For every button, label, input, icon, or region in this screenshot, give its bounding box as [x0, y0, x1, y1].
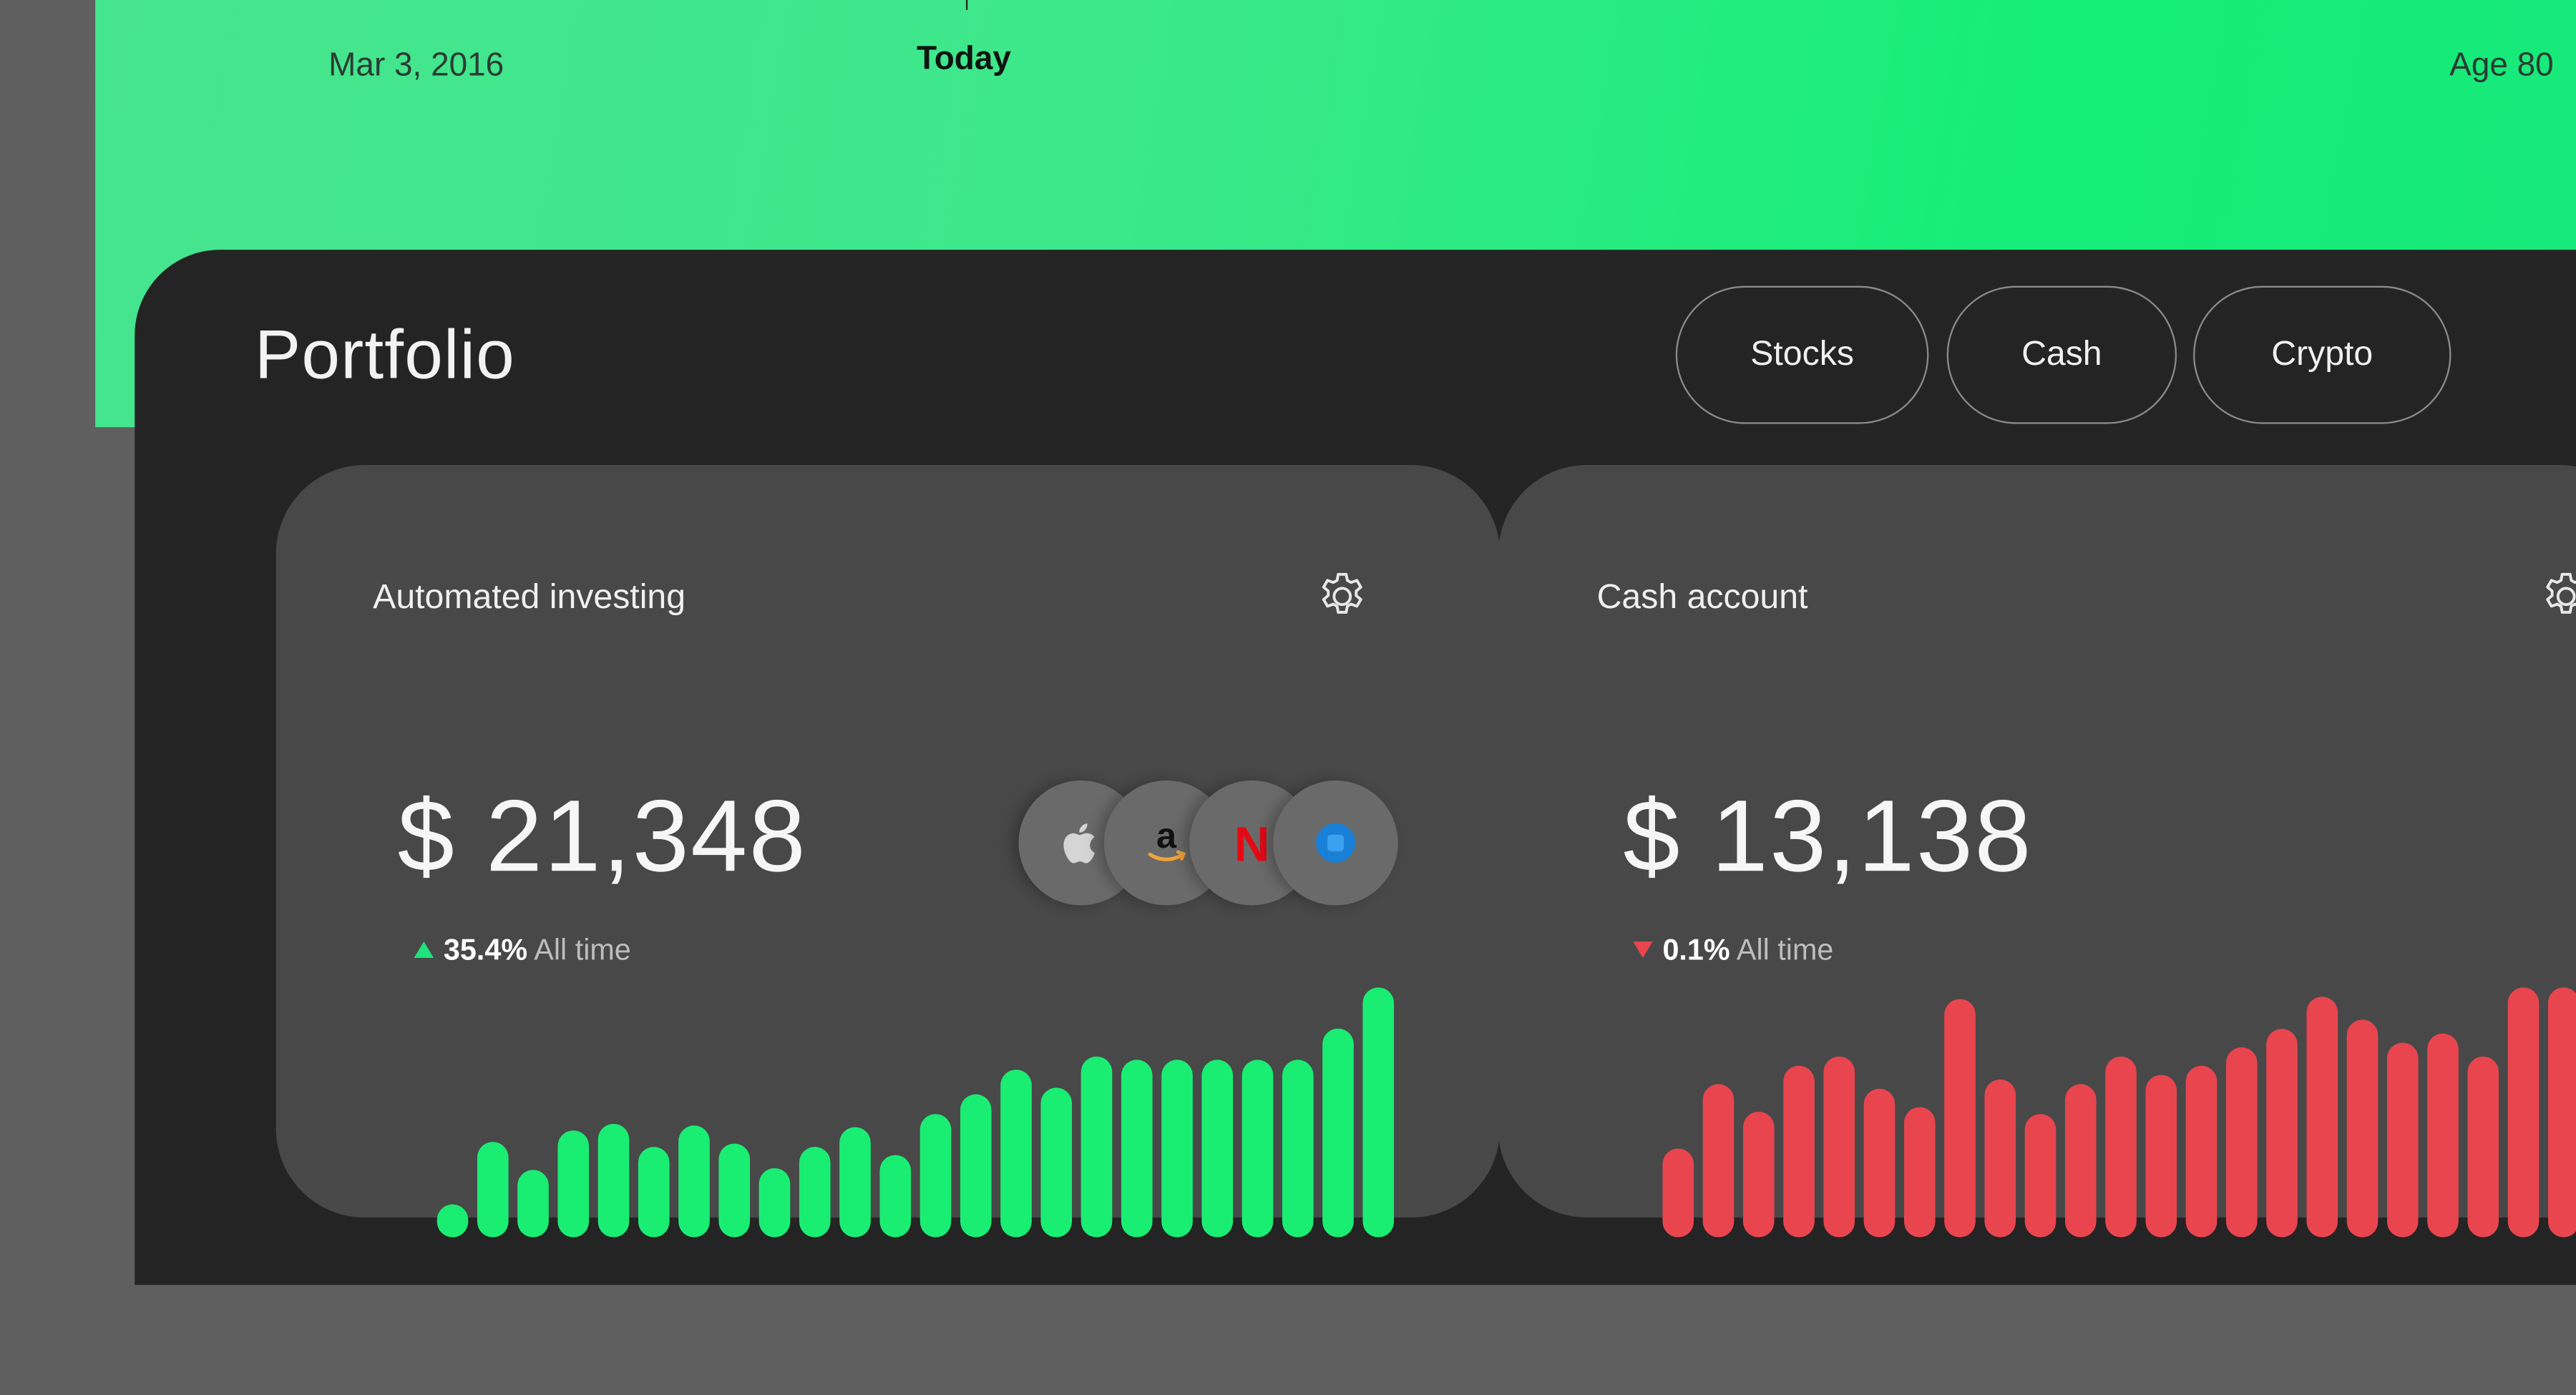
- bar: [1080, 1056, 1113, 1238]
- netflix-glyph: N: [1234, 817, 1270, 869]
- timeline-today-label[interactable]: Today: [917, 41, 1011, 77]
- bar: [1823, 1056, 1855, 1238]
- bar: [799, 1147, 831, 1238]
- bar: [1702, 1084, 1735, 1238]
- bar: [1362, 987, 1395, 1238]
- bar: [597, 1124, 630, 1238]
- cash-bar-chart: [1662, 987, 2576, 1238]
- bar: [638, 1147, 670, 1238]
- bar: [1742, 1112, 1775, 1238]
- settings-gear-icon[interactable]: [1314, 569, 1370, 625]
- bar: [1903, 1107, 1936, 1238]
- triangle-up-icon: [414, 941, 434, 959]
- card-title: Cash account: [1596, 578, 1808, 617]
- bar: [678, 1125, 710, 1238]
- bar: [839, 1127, 871, 1238]
- bar: [436, 1204, 469, 1238]
- today-marker: [965, 0, 968, 10]
- change-label: All time: [1736, 933, 1834, 966]
- bar: [1783, 1065, 1815, 1238]
- bar: [718, 1143, 751, 1238]
- cash-amount: $ 13,138: [1623, 780, 2033, 894]
- bar: [2024, 1114, 2057, 1238]
- timeline-start-label: Mar 3, 2016: [328, 47, 504, 84]
- bar: [2386, 1042, 2419, 1238]
- card-title: Automated investing: [373, 578, 686, 617]
- bar: [557, 1130, 590, 1238]
- page-title: Portfolio: [254, 315, 515, 393]
- bar: [1241, 1059, 1274, 1238]
- bar: [477, 1142, 509, 1238]
- bar: [2225, 1047, 2258, 1238]
- invest-bar-chart: [436, 987, 1395, 1238]
- bar: [1161, 1059, 1193, 1238]
- bar: [1322, 1028, 1354, 1238]
- change-percent: 0.1%: [1662, 933, 1730, 966]
- amazon-glyph: a: [1156, 815, 1177, 856]
- bar: [1863, 1088, 1896, 1238]
- bar: [1121, 1059, 1153, 1238]
- change-label: All time: [534, 933, 631, 966]
- bar: [1040, 1087, 1073, 1238]
- portfolio-amount: $ 21,348: [397, 780, 808, 894]
- bar: [2145, 1075, 2177, 1238]
- bar: [919, 1114, 952, 1238]
- brand-circle-icon: [1273, 780, 1398, 906]
- bar: [2185, 1065, 2218, 1238]
- settings-gear-icon[interactable]: [2538, 569, 2576, 625]
- bar: [1201, 1059, 1234, 1238]
- bar: [960, 1094, 992, 1238]
- bar: [1282, 1059, 1314, 1238]
- filter-crypto-button[interactable]: Crypto: [2193, 285, 2451, 424]
- change-indicator: 0.1% All time: [1633, 934, 1833, 968]
- filter-cash-button[interactable]: Cash: [1946, 285, 2177, 424]
- bar: [2266, 1029, 2298, 1238]
- bar: [2306, 997, 2338, 1238]
- filter-stocks-button[interactable]: Stocks: [1675, 285, 1929, 424]
- bar: [517, 1170, 549, 1238]
- bar: [879, 1155, 912, 1238]
- triangle-down-icon: [1633, 941, 1653, 959]
- bar: [2105, 1056, 2137, 1238]
- bar: [2427, 1033, 2459, 1238]
- bar: [1662, 1148, 1694, 1238]
- bar: [2547, 987, 2576, 1238]
- timeline-end-label: Age 80: [2449, 47, 2554, 84]
- bar: [2467, 1056, 2499, 1238]
- bar: [1984, 1079, 2016, 1238]
- bar: [2064, 1084, 2097, 1238]
- bar: [2507, 987, 2540, 1238]
- bar: [1000, 1070, 1032, 1238]
- bar: [2346, 1019, 2379, 1238]
- bar: [758, 1168, 791, 1238]
- bar: [1944, 999, 1976, 1238]
- change-indicator: 35.4% All time: [414, 934, 631, 968]
- change-percent: 35.4%: [443, 933, 528, 966]
